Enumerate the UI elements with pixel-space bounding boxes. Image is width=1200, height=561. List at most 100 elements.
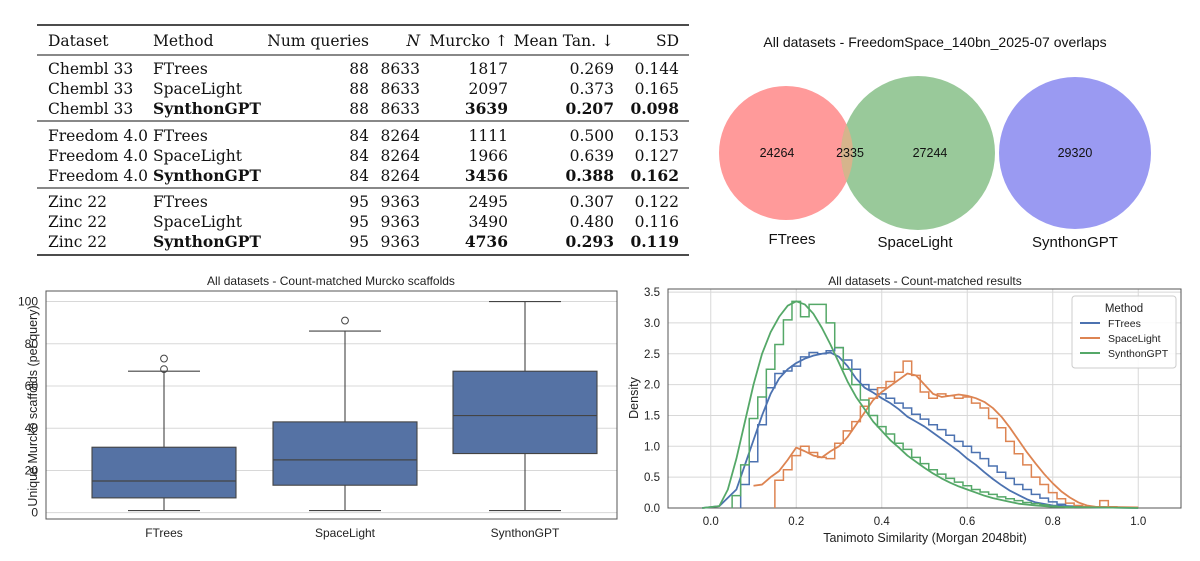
table-cell: Freedom 4.0	[48, 127, 148, 145]
density-kde-spacelight	[753, 372, 1139, 509]
box-ytick-label: 80	[25, 337, 39, 351]
table-cell: 8633	[381, 80, 420, 98]
table-cell: 95	[349, 213, 369, 231]
table-cell: 0.153	[635, 127, 679, 145]
table-cell: Chembl 33	[48, 100, 133, 118]
density-ytick-label: 2.5	[644, 349, 660, 361]
table-cell: 3639	[465, 99, 508, 118]
density-ytick-label: 3.5	[644, 287, 660, 299]
box-xtick-label: FTrees	[145, 526, 183, 540]
table-cell: 84	[349, 167, 369, 185]
density-xtick-label: 0.4	[874, 516, 891, 528]
density-kde-synthongpt	[702, 300, 1139, 509]
table-cell: 3456	[465, 166, 508, 185]
table-cell: 3490	[469, 213, 508, 231]
table-cell: 0.500	[570, 127, 614, 145]
table-header-cell: Method	[153, 32, 214, 50]
density-legend-label: SpaceLight	[1108, 333, 1161, 345]
table-cell: Chembl 33	[48, 80, 133, 98]
density-histogram-synthongpt	[731, 300, 1075, 509]
venn-region-value: 27244	[913, 146, 948, 160]
table-cell: 0.307	[570, 193, 614, 211]
table-cell: 2495	[469, 193, 508, 211]
venn-set-label: SpaceLight	[877, 234, 953, 251]
venn-set-label: SynthonGPT	[1032, 234, 1118, 251]
box-ylabel: Unique Murcko scaffolds (per query)	[26, 305, 40, 506]
table-cell: 4736	[465, 232, 508, 251]
table-cell: Freedom 4.0	[48, 147, 148, 165]
table-cell: 0.480	[570, 213, 614, 231]
table-cell: 8264	[381, 127, 421, 145]
table-header-cell: SD	[656, 32, 679, 50]
table-cell: 88	[349, 60, 369, 78]
box-xtick-label: SpaceLight	[315, 526, 376, 540]
table-cell: 0.388	[565, 166, 614, 185]
venn-set-label: FTrees	[769, 231, 816, 248]
table-cell: Zinc 22	[48, 213, 107, 231]
box-ytick-label: 20	[25, 463, 39, 477]
venn-diagram: All datasets - FreedomSpace_140bn_2025-0…	[719, 34, 1151, 251]
table-cell: 0.373	[570, 80, 614, 98]
boxplot-chart: All datasets - Count-matched Murcko scaf…	[18, 274, 618, 540]
table-cell: FTrees	[153, 193, 208, 211]
density-title: All datasets - Count-matched results	[828, 274, 1021, 288]
venn-region-value: 24264	[760, 146, 795, 160]
table-cell: Freedom 4.0	[48, 167, 148, 185]
box-outlier	[160, 365, 168, 374]
table-cell: FTrees	[153, 127, 208, 145]
box-ytick-label: 0	[31, 506, 38, 520]
table-cell: Zinc 22	[48, 233, 107, 251]
density-xtick-label: 0.2	[788, 516, 804, 528]
table-cell: 0.162	[630, 166, 679, 185]
table-cell: 84	[349, 127, 369, 145]
table-cell: 0.269	[570, 60, 614, 78]
table-cell: 8633	[381, 60, 420, 78]
table-cell: 0.127	[635, 147, 679, 165]
density-xlabel: Tanimoto Similarity (Morgan 2048bit)	[823, 531, 1027, 545]
table-cell: 0.144	[635, 60, 680, 78]
box-iqr	[272, 421, 418, 486]
box-ytick-label: 60	[25, 379, 39, 393]
table-cell: 1817	[469, 60, 508, 78]
venn-circle-ftrees	[719, 86, 853, 220]
venn-circle-synthongpt	[999, 77, 1151, 229]
density-ytick-label: 1.5	[644, 410, 660, 422]
table-cell: SynthonGPT	[153, 99, 261, 118]
table-cell: 8633	[381, 100, 420, 118]
table-cell: 0.116	[635, 213, 679, 231]
box-ytick-label: 40	[25, 421, 39, 435]
box-plot-frame	[45, 290, 618, 520]
table-header-cell: N	[405, 32, 421, 50]
table-cell: 1966	[469, 147, 508, 165]
table-cell: 95	[349, 233, 369, 251]
density-plot-frame	[667, 288, 1182, 509]
venn-title: All datasets - FreedomSpace_140bn_2025-0…	[763, 34, 1106, 50]
table-cell: Chembl 33	[48, 60, 133, 78]
table-cell: 9363	[381, 213, 420, 231]
table-cell: 0.119	[630, 232, 679, 251]
table-cell: 0.098	[630, 99, 679, 118]
table-header-cell: Murcko ↑	[429, 32, 508, 50]
table-cell: 8264	[381, 147, 421, 165]
table-cell: 95	[349, 193, 369, 211]
table-cell: 84	[349, 147, 369, 165]
density-histogram-ftrees	[739, 346, 1084, 508]
table-cell: Zinc 22	[48, 193, 107, 211]
table-cell: 0.293	[565, 232, 614, 251]
density-legend-label: FTrees	[1108, 318, 1141, 330]
table-cell: 9363	[381, 193, 420, 211]
box-outlier	[160, 354, 168, 363]
table-cell: 9363	[381, 233, 420, 251]
box-xtick-label: SynthonGPT	[491, 526, 560, 540]
box-title: All datasets - Count-matched Murcko scaf…	[207, 274, 455, 288]
table-cell: 0.165	[635, 80, 679, 98]
venn-region-value: 29320	[1058, 146, 1093, 160]
table-cell: SpaceLight	[153, 147, 243, 165]
table-cell: 0.207	[565, 99, 614, 118]
density-ylabel: Density	[627, 376, 641, 418]
density-legend-title: Method	[1105, 303, 1143, 315]
results-table: Dataset Method Num queries N Murcko ↑ Mean Ta…	[37, 24, 689, 256]
table-cell: 1111	[469, 127, 508, 145]
density-xtick-label: 0.0	[703, 516, 719, 528]
